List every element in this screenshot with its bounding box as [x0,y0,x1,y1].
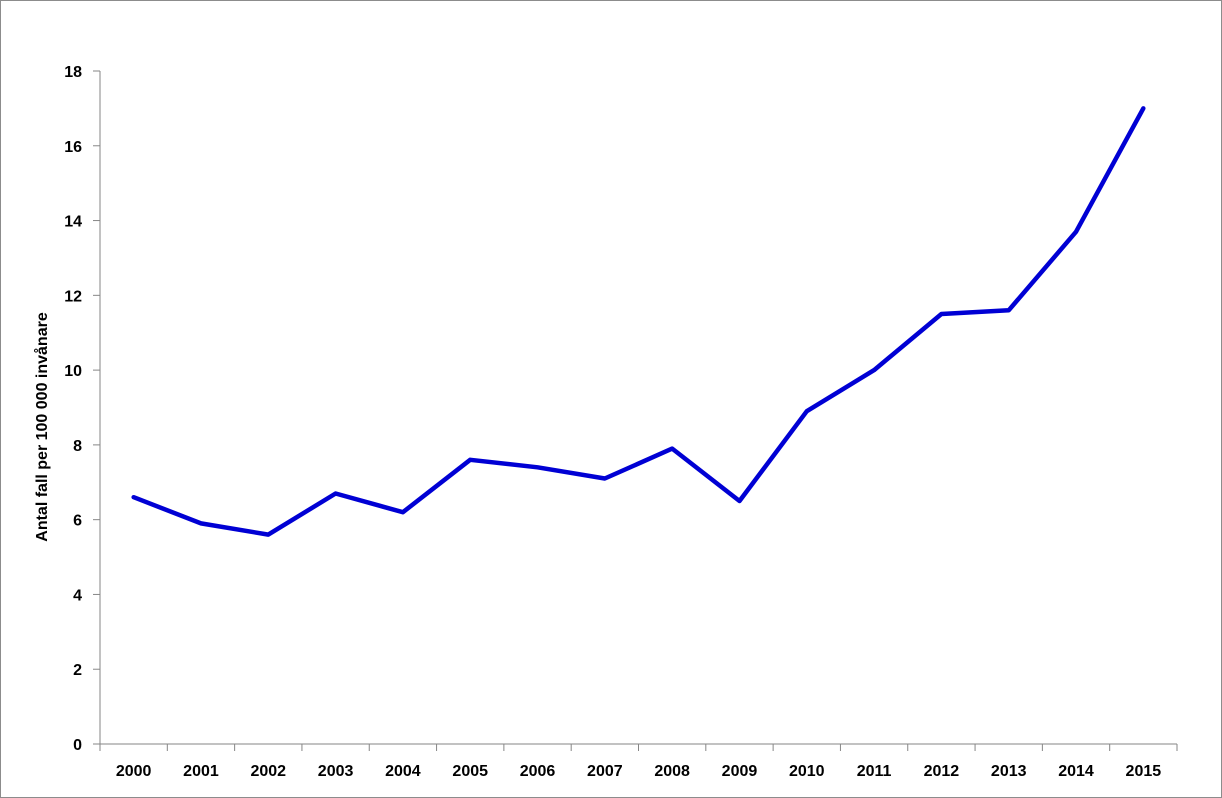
y-tick-label: 2 [73,662,82,679]
series-line [131,106,1146,537]
x-tick-label: 2014 [1058,763,1094,780]
y-tick-label: 8 [73,438,82,455]
x-tick-label: 2006 [520,763,556,780]
x-tick-label: 2001 [183,763,219,780]
y-tick-label: 14 [64,214,82,231]
y-tick-label: 10 [64,363,82,380]
x-tick-label: 2008 [654,763,690,780]
x-tick-label: 2003 [318,763,354,780]
x-tick-label: 2012 [924,763,960,780]
y-axis: 0 2 4 6 8 10 12 14 16 18 [64,64,101,754]
y-tick-label: 16 [64,139,82,156]
x-tick-label: 2010 [789,763,825,780]
x-tick-label: 2004 [385,763,421,780]
x-tick-label: 2007 [587,763,623,780]
series-group [131,106,1146,537]
y-tick-label: 18 [64,64,82,81]
y-tick-label: 6 [73,513,82,530]
x-tick-label: 2013 [991,763,1027,780]
y-tick-label: 12 [64,288,82,305]
x-tick-label: 2000 [116,763,152,780]
x-tick-label: 2011 [857,763,892,780]
x-tick-label: 2009 [722,763,758,780]
x-tick-label: 2015 [1126,763,1162,780]
x-tick-label: 2005 [452,763,488,780]
y-tick-label: 4 [73,587,82,604]
x-tick-label: 2002 [250,763,286,780]
x-axis: 2000 2001 2002 2003 2004 2005 2006 2007 2008 2009… [99,743,1178,780]
y-tick-label: 0 [73,737,82,754]
y-axis-title: Antal fall per 100 000 invånare [33,312,51,542]
